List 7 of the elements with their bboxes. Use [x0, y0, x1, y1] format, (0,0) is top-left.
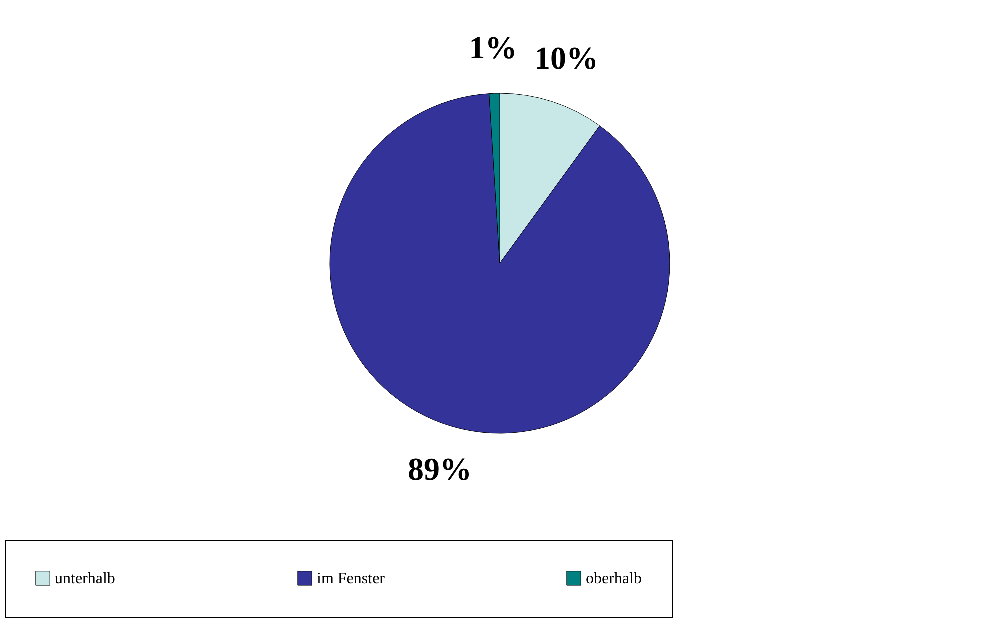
data-label: 89% [408, 450, 472, 487]
legend-label: unterhalb [55, 570, 116, 588]
legend-label: oberhalb [586, 570, 642, 588]
data-label: 10% [534, 40, 598, 76]
data-label: 1% [469, 30, 518, 66]
legend-label: im Fenster [317, 570, 386, 588]
pie-slice [330, 94, 670, 434]
